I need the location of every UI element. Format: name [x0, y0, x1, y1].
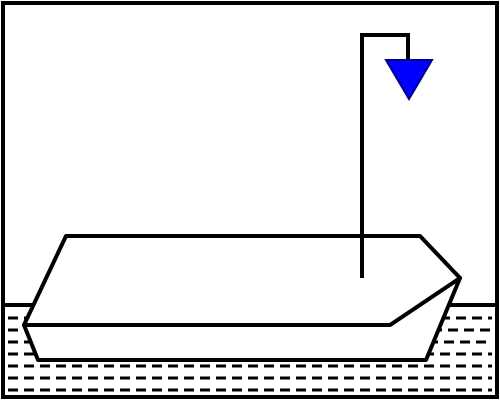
crane-arm — [360, 33, 410, 278]
boat-hull — [22, 234, 462, 362]
hull-deck — [22, 234, 462, 327]
blue-triangle-marker-icon — [384, 59, 434, 101]
crane-line — [360, 33, 410, 278]
water-dashes — [8, 316, 492, 392]
